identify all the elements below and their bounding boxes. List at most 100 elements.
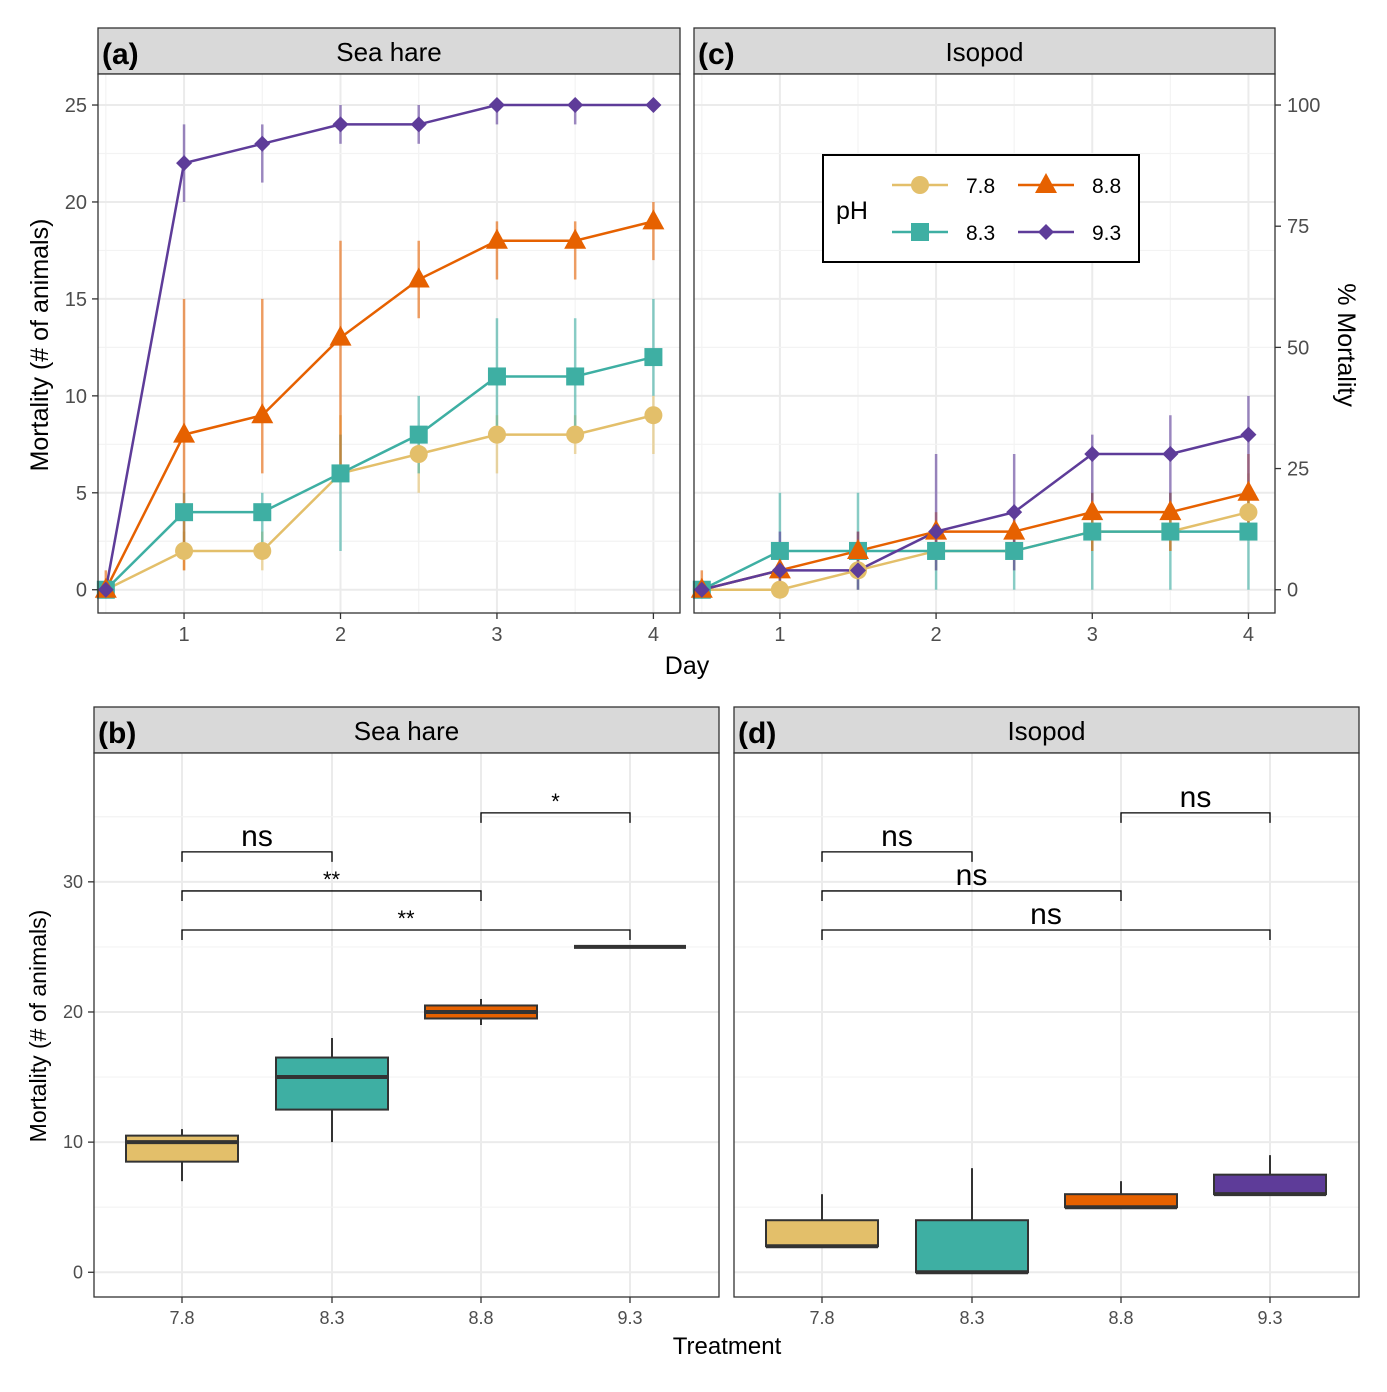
- x-tick-label: 8.8: [1108, 1308, 1133, 1328]
- panel-tag-a: (a): [102, 38, 139, 71]
- plot-background: [98, 74, 680, 613]
- x-tick-label: 2: [931, 624, 942, 646]
- point-8.8: [173, 422, 196, 443]
- series-line-9.3: [104, 103, 654, 590]
- x-tick-label: 3: [491, 624, 502, 646]
- point-8.3: [1239, 522, 1258, 541]
- significance-label: **: [323, 867, 341, 892]
- point-8.3: [927, 541, 946, 560]
- x-tick-label: 2: [335, 624, 346, 646]
- x-tick-label: 1: [178, 624, 189, 646]
- point-8.8: [1003, 519, 1026, 540]
- legend-label-7.8: 7.8: [966, 175, 995, 198]
- y-tick-label: 15: [65, 289, 87, 311]
- point-8.8: [1081, 500, 1104, 521]
- top-x-axis-label: Day: [665, 652, 710, 680]
- point-8.8: [251, 403, 274, 424]
- significance-label: ns: [1030, 898, 1062, 931]
- point-8.8: [1237, 480, 1260, 501]
- point-7.8: [175, 541, 194, 560]
- significance-bracket: [1120, 812, 1271, 823]
- significance-bracket: [821, 851, 973, 862]
- point-8.3: [409, 425, 428, 444]
- point-9.3: [176, 155, 193, 172]
- legend-title: pH: [836, 197, 868, 225]
- point-8.3: [1083, 522, 1102, 541]
- strip-title-a: Sea hare: [336, 37, 442, 67]
- x-tick-label: 4: [648, 624, 659, 646]
- point-8.8: [1159, 500, 1182, 521]
- point-8.8: [846, 538, 869, 559]
- point-8.3: [566, 367, 585, 386]
- box-9.3: [1213, 1173, 1327, 1196]
- strip-a: [97, 27, 681, 75]
- series-line-8.8: [701, 491, 1249, 591]
- point-9.3: [254, 135, 271, 152]
- point-8.8: [329, 325, 352, 346]
- point-8.3: [770, 541, 789, 560]
- bottom-x-axis-label: Treatment: [673, 1333, 782, 1360]
- point-8.8: [564, 228, 587, 249]
- top-y-axis-label: Mortality (# of animals): [26, 219, 54, 472]
- significance-bracket: [181, 929, 631, 940]
- legend-marker-7.8: [911, 176, 929, 194]
- strip-c: [693, 27, 1276, 75]
- point-8.8: [642, 209, 665, 230]
- significance-bracket: [821, 890, 1122, 901]
- point-8.3: [175, 503, 194, 522]
- x-tick-label: 3: [1087, 624, 1098, 646]
- series-line-7.8: [105, 414, 654, 591]
- box-7.8: [765, 1219, 879, 1248]
- x-tick-label: 9.3: [617, 1308, 642, 1328]
- point-9.3: [1006, 504, 1023, 521]
- strip-title-c: Isopod: [945, 37, 1023, 67]
- x-tick-label: 4: [1243, 624, 1254, 646]
- significance-label: ns: [1180, 781, 1212, 814]
- point-9.3: [332, 116, 349, 133]
- y-tick-label: 5: [76, 483, 87, 505]
- x-tick-label: 8.8: [468, 1308, 493, 1328]
- y2-tick-label: 75: [1287, 216, 1309, 238]
- x-tick-label: 7.8: [169, 1308, 194, 1328]
- point-9.3: [410, 116, 427, 133]
- point-9.3: [928, 523, 945, 540]
- point-8.8: [485, 228, 508, 249]
- strip-title-d: Isopod: [1007, 716, 1085, 746]
- significance-label: ns: [881, 820, 913, 853]
- plot-d: ns ns ns ns 7.8 8.3 8.8 9.3: [733, 752, 1360, 1328]
- y2-tick-label: 0: [1287, 580, 1298, 602]
- point-7.8: [566, 425, 585, 444]
- top-y2-axis-label: % Mortality: [1332, 283, 1360, 407]
- bottom-y-axis-label: Mortality (# of animals): [25, 910, 51, 1143]
- significance-label: **: [397, 906, 415, 931]
- point-8.3: [1161, 522, 1180, 541]
- point-9.3: [771, 562, 788, 579]
- legend-marker-9.3: [1038, 224, 1054, 240]
- y-tick-label: 20: [63, 1002, 83, 1022]
- point-8.3: [253, 503, 272, 522]
- point-9.3: [1240, 426, 1257, 443]
- series-line-8.3: [104, 355, 654, 591]
- point-7.8: [409, 445, 428, 464]
- point-8.8: [407, 267, 430, 288]
- plot-c: 1 2 3 4 0 25 50 75 100: [690, 73, 1320, 646]
- y-tick-label: 25: [65, 95, 87, 117]
- plot-a: 1 2 3 4 0 5 10 15 20 25: [65, 73, 681, 646]
- y2-tick-label: 25: [1287, 459, 1309, 481]
- series-line-9.3: [701, 433, 1249, 591]
- point-9.3: [645, 97, 662, 114]
- point-9.3: [567, 97, 584, 114]
- plot-background: [94, 753, 719, 1297]
- point-9.3: [488, 97, 505, 114]
- point-9.3: [849, 562, 866, 579]
- point-9.3: [693, 581, 710, 598]
- point-7.8: [1239, 503, 1258, 522]
- y-tick-label: 20: [65, 192, 87, 214]
- x-tick-label: 7.8: [809, 1308, 834, 1328]
- x-tick-label: 8.3: [319, 1308, 344, 1328]
- y-tick-label: 10: [63, 1132, 83, 1152]
- significance-bracket: [821, 929, 1271, 940]
- y-tick-label: 0: [73, 1262, 83, 1282]
